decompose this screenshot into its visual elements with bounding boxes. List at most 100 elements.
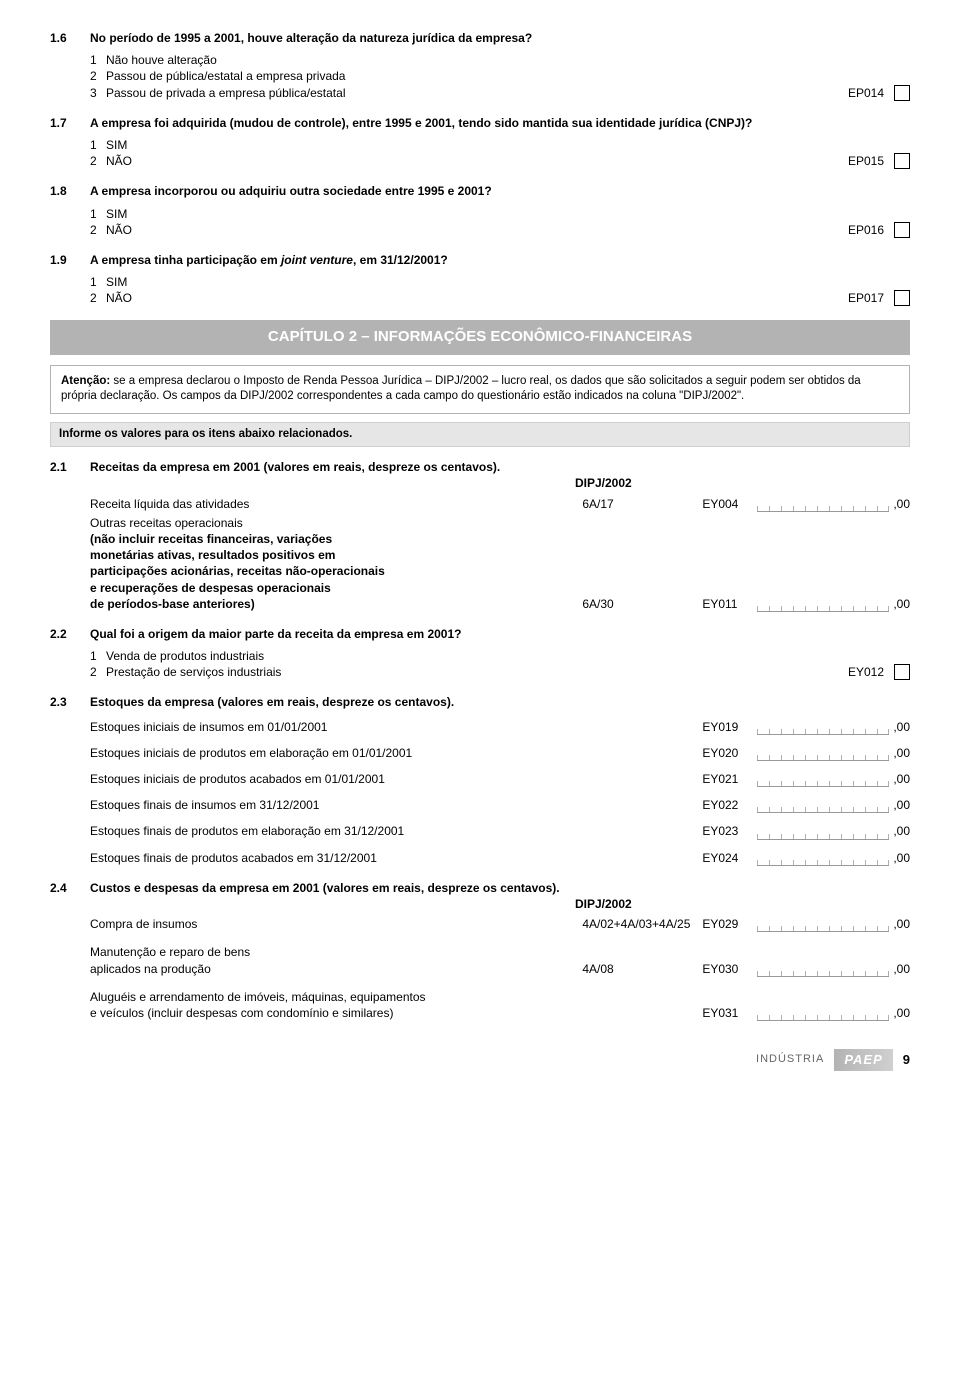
opt-text: Não houve alteração [106, 52, 910, 68]
row-label: Estoques finais de produtos em elaboraçã… [90, 823, 702, 839]
stock-row: Estoques finais de insumos em 31/12/2001… [90, 797, 910, 813]
field-code: EY022 [702, 797, 757, 813]
question-2-1: 2.1 Receitas da empresa em 2001 (valores… [50, 459, 910, 612]
field-code: EP014 [848, 85, 884, 101]
suffix: ,00 [893, 797, 910, 813]
field-code: EP017 [848, 290, 884, 306]
footer-paep-logo: PAEP [834, 1049, 892, 1071]
opt-num: 1 [90, 274, 106, 290]
q-num: 1.9 [50, 252, 90, 268]
q-text-em: joint venture [281, 253, 353, 267]
opt-text: Passou de privada a empresa pública/esta… [106, 85, 836, 101]
dipj-ref: 4A/08 [582, 961, 702, 977]
numeric-entry-field[interactable]: ,00 [757, 496, 910, 512]
opt-num: 2 [90, 153, 106, 169]
row-label: Manutenção e reparo de bensaplicados na … [90, 944, 582, 976]
numeric-entry-field[interactable]: ,00 [757, 745, 910, 761]
field-code: EY012 [848, 664, 884, 680]
data-row: Outras receitas operacionais(não incluir… [90, 515, 910, 612]
chapter-2-banner: CAPÍTULO 2 – INFORMAÇÕES ECONÔMICO-FINAN… [50, 320, 910, 354]
opt-text: Prestação de serviços industriais [106, 664, 836, 680]
question-1-9: 1.9 A empresa tinha participação em join… [50, 252, 910, 307]
row-label: Estoques iniciais de insumos em 01/01/20… [90, 719, 702, 735]
opt-text: NÃO [106, 222, 836, 238]
q-text: A empresa incorporou ou adquiriu outra s… [90, 183, 910, 199]
numeric-entry-field[interactable]: ,00 [757, 823, 910, 839]
q-num: 2.1 [50, 459, 90, 475]
attention-note: Atenção: se a empresa declarou o Imposto… [50, 365, 910, 414]
opt-text: SIM [106, 137, 910, 153]
q-text: Qual foi a origem da maior parte da rece… [90, 626, 910, 642]
suffix: ,00 [893, 719, 910, 735]
field-code: EY019 [702, 719, 757, 735]
info-bar: Informe os valores para os itens abaixo … [50, 422, 910, 448]
opt-text: SIM [106, 206, 910, 222]
q-num: 1.7 [50, 115, 90, 131]
answer-box[interactable] [894, 222, 910, 238]
opt-text: Venda de produtos industriais [106, 648, 910, 664]
numeric-entry-field[interactable]: ,00 [757, 916, 910, 932]
page-number: 9 [903, 1051, 910, 1069]
dipj-ref: 6A/30 [582, 596, 702, 612]
answer-box[interactable] [894, 85, 910, 101]
stock-row: Estoques iniciais de insumos em 01/01/20… [90, 719, 910, 735]
row-label: Receita líquida das atividades [90, 496, 582, 512]
question-2-3: 2.3 Estoques da empresa (valores em reai… [50, 694, 910, 865]
opt-num: 1 [90, 52, 106, 68]
row-label: Estoques iniciais de produtos acabados e… [90, 771, 702, 787]
suffix: ,00 [893, 596, 910, 612]
numeric-entry-field[interactable]: ,00 [757, 771, 910, 787]
field-code: EY011 [702, 596, 757, 612]
field-code: EP016 [848, 222, 884, 238]
q-num: 2.4 [50, 880, 90, 896]
answer-box[interactable] [894, 153, 910, 169]
question-1-6: 1.6 No período de 1995 a 2001, houve alt… [50, 30, 910, 101]
numeric-entry-field[interactable]: ,00 [757, 719, 910, 735]
field-code: EY031 [702, 1005, 757, 1021]
numeric-entry-field[interactable]: ,00 [757, 596, 910, 612]
field-code: EY020 [702, 745, 757, 761]
q-num: 2.2 [50, 626, 90, 642]
numeric-entry-field[interactable]: ,00 [757, 850, 910, 866]
field-code: EY023 [702, 823, 757, 839]
data-row: Manutenção e reparo de bensaplicados na … [90, 944, 910, 976]
q-text: A empresa foi adquirida (mudou de contro… [90, 115, 910, 131]
numeric-entry-field[interactable]: ,00 [757, 797, 910, 813]
data-row: Compra de insumos4A/02+4A/03+4A/25EY029,… [90, 916, 910, 932]
stock-row: Estoques finais de produtos em elaboraçã… [90, 823, 910, 839]
footer-industria: INDÚSTRIA [756, 1052, 824, 1067]
opt-num: 2 [90, 68, 106, 84]
q-num: 2.3 [50, 694, 90, 710]
opt-num: 2 [90, 290, 106, 306]
opt-num: 2 [90, 222, 106, 238]
field-code: EY029 [702, 916, 757, 932]
data-row: Receita líquida das atividades6A/17EY004… [90, 496, 910, 512]
q-text: A empresa tinha participação em joint ve… [90, 252, 910, 268]
page-footer: INDÚSTRIA PAEP 9 [50, 1049, 910, 1071]
field-code: EP015 [848, 153, 884, 169]
q-num: 1.6 [50, 30, 90, 46]
q-text: No período de 1995 a 2001, houve alteraç… [90, 30, 910, 46]
data-row: Aluguéis e arrendamento de imóveis, máqu… [90, 989, 910, 1021]
suffix: ,00 [893, 961, 910, 977]
field-code: EY030 [702, 961, 757, 977]
opt-num: 3 [90, 85, 106, 101]
opt-text: NÃO [106, 290, 836, 306]
q-text-post: , em 31/12/2001? [353, 253, 448, 267]
opt-num: 1 [90, 137, 106, 153]
row-label: Compra de insumos [90, 916, 582, 932]
numeric-entry-field[interactable]: ,00 [757, 1005, 910, 1021]
suffix: ,00 [893, 916, 910, 932]
opt-text: Passou de pública/estatal a empresa priv… [106, 68, 910, 84]
numeric-entry-field[interactable]: ,00 [757, 961, 910, 977]
answer-box[interactable] [894, 290, 910, 306]
field-code: EY004 [702, 496, 757, 512]
question-1-8: 1.8 A empresa incorporou ou adquiriu out… [50, 183, 910, 238]
question-2-2: 2.2 Qual foi a origem da maior parte da … [50, 626, 910, 681]
note-text: se a empresa declarou o Imposto de Renda… [61, 375, 861, 403]
question-2-4: 2.4 Custos e despesas da empresa em 2001… [50, 880, 910, 1021]
q-num: 1.8 [50, 183, 90, 199]
opt-num: 1 [90, 648, 106, 664]
suffix: ,00 [893, 1005, 910, 1021]
answer-box[interactable] [894, 664, 910, 680]
